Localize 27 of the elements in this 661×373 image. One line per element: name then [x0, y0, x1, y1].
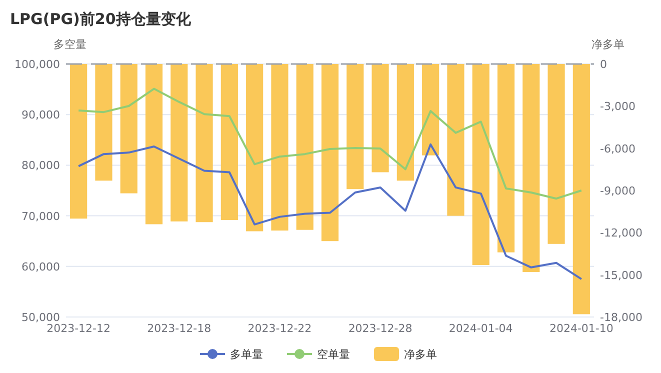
x-tick-label: 2023-12-18	[147, 322, 212, 335]
x-tick-label: 2023-12-22	[248, 322, 312, 335]
y2-tick-label: -3,000	[600, 100, 636, 114]
x-tick-label: 2024-01-04	[448, 322, 513, 335]
y-tick-label: 100,000	[14, 58, 60, 71]
line-series	[78, 88, 582, 200]
y-axis-title: 多空量	[54, 38, 86, 51]
y2-tick-label: -18,000	[600, 311, 642, 324]
x-tick-label: 2023-12-28	[348, 322, 412, 335]
y-tick-label: 90,000	[22, 108, 60, 122]
x-tick-label: 2023-12-12	[46, 322, 111, 335]
y2-tick-label: -12,000	[600, 226, 642, 240]
legend-label: 多单量	[230, 348, 263, 361]
y-tick-label: 80,000	[22, 159, 60, 172]
y-tick-label: 70,000	[22, 210, 60, 223]
y2-tick-label: 0	[600, 58, 607, 71]
y-tick-label: 60,000	[22, 260, 60, 274]
chart-title: LPG(PG)前20持仓量变化	[10, 10, 192, 28]
y2-tick-label: -15,000	[600, 268, 642, 282]
legend-label: 空单量	[317, 348, 350, 361]
line-series	[78, 143, 582, 280]
x-tick-label: 2024-01-10	[549, 322, 614, 335]
y2-tick-label: -6,000	[600, 142, 636, 156]
y-tick-label: 50,000	[22, 311, 60, 324]
y2-axis-title: 净多单	[592, 38, 624, 51]
y2-tick-label: -9,000	[600, 184, 636, 198]
legend-label: 净多单	[404, 348, 437, 361]
